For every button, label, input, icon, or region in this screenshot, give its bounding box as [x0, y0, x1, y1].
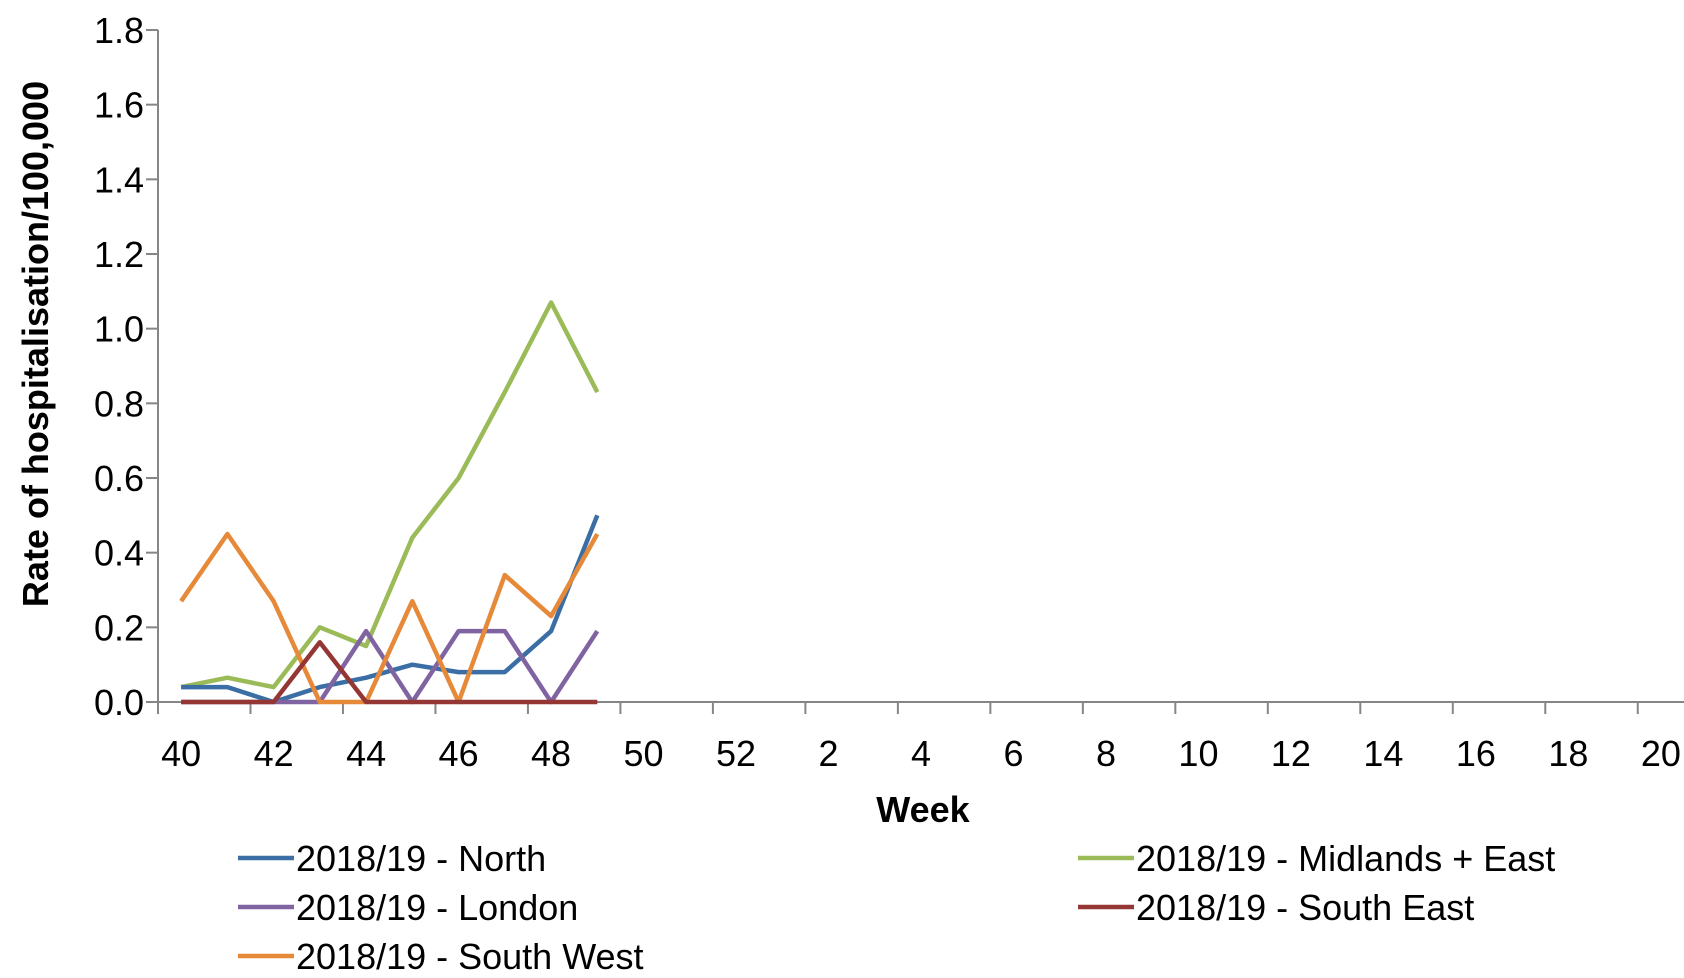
legend-label: 2018/19 - London: [296, 887, 578, 928]
x-axis-title: Week: [876, 789, 970, 830]
series-line: [180, 300, 600, 690]
x-tick-label: 12: [1271, 733, 1311, 774]
legend-label: 2018/19 - North: [296, 838, 546, 879]
legend-label: 2018/19 - Midlands + East: [1136, 838, 1555, 879]
x-tick-label: 16: [1456, 733, 1496, 774]
series-line: [181, 514, 600, 705]
legend-item: 2018/19 - North: [238, 838, 546, 879]
y-tick-label: 0.0: [94, 682, 144, 723]
x-tick-label: 8: [1096, 733, 1116, 774]
y-tick-label: 1.8: [94, 10, 144, 51]
y-tick-label: 0.4: [94, 533, 144, 574]
legend-item: 2018/19 - Midlands + East: [1078, 838, 1555, 879]
x-tick-label: 14: [1363, 733, 1403, 774]
y-axis-title: Rate of hospitalisation/100,000: [15, 81, 56, 607]
y-tick-label: 1.2: [94, 234, 144, 275]
legend-label: 2018/19 - South West: [296, 936, 644, 973]
y-tick-label: 1.4: [94, 159, 144, 200]
y-tick-label: 1.0: [94, 309, 144, 350]
x-tick-label: 6: [1003, 733, 1023, 774]
x-tick-label: 40: [161, 733, 201, 774]
y-tick-label: 0.8: [94, 383, 144, 424]
x-tick-label: 52: [716, 733, 756, 774]
series-layer: [179, 300, 600, 705]
x-tick-label: 50: [624, 733, 664, 774]
legend-item: 2018/19 - South East: [1078, 887, 1474, 928]
legend: 2018/19 - North 2018/19 - Midlands + East…: [238, 838, 1555, 977]
x-tick-label: 48: [531, 733, 571, 774]
x-tick-label: 46: [439, 733, 479, 774]
legend-label: 2018/19 - South East: [1136, 887, 1474, 928]
y-axis: 0.0 0.2 0.4 0.6 0.8 1.0 1.2 1.4 1.6 1.8: [94, 10, 159, 723]
x-tick-label: 4: [911, 733, 931, 774]
x-tick-label: 10: [1178, 733, 1218, 774]
x-tick-label: 42: [254, 733, 294, 774]
series-line: [181, 640, 598, 705]
series-line: [179, 531, 600, 705]
x-tick-label: 44: [346, 733, 386, 774]
x-tick-label: 18: [1548, 733, 1588, 774]
y-tick-label: 0.6: [94, 458, 144, 499]
x-tick-label: 2: [818, 733, 838, 774]
legend-item: 2018/19 - London: [238, 887, 578, 928]
y-tick-label: 0.2: [94, 607, 144, 648]
x-tick-label: 20: [1641, 733, 1681, 774]
y-tick-label: 1.6: [94, 85, 144, 126]
legend-item: 2018/19 - South West: [238, 936, 644, 977]
x-axis: 40 42 44 46 48 50 52 2 4 6 8 10 12 14 16 18 20: [157, 701, 1684, 774]
